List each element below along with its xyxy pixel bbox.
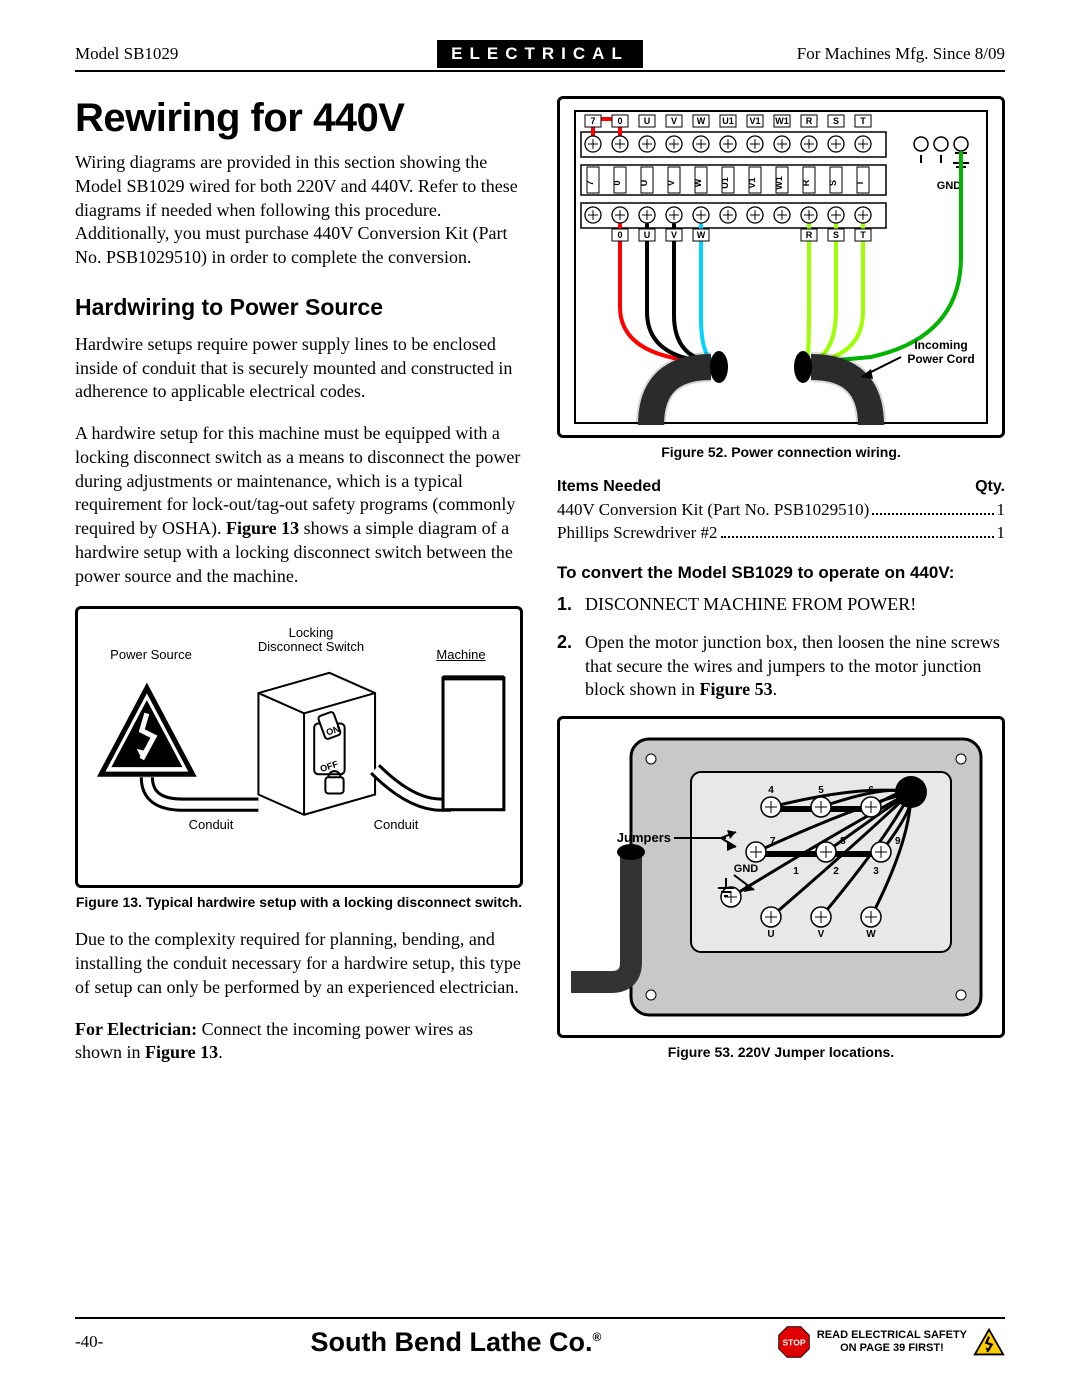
svg-text:T: T bbox=[860, 116, 866, 126]
stop-icon: STOP bbox=[777, 1325, 811, 1359]
svg-text:V1: V1 bbox=[747, 177, 757, 188]
items-qty-label: Qty. bbox=[975, 478, 1005, 496]
steps-list: 1. DISCONNECT MACHINE FROM POWER! 2. Ope… bbox=[557, 593, 1005, 702]
svg-text:U1: U1 bbox=[720, 177, 730, 189]
footer-warning: STOP READ ELECTRICAL SAFETY ON PAGE 39 F… bbox=[777, 1325, 1005, 1359]
hardwire-para-1: Hardwire setups require power supply lin… bbox=[75, 333, 523, 404]
svg-text:R: R bbox=[806, 116, 813, 126]
header-model: Model SB1029 bbox=[75, 44, 437, 64]
items-needed-list: 440V Conversion Kit (Part No. PSB1029510… bbox=[557, 498, 1005, 543]
svg-text:0: 0 bbox=[617, 116, 622, 126]
svg-text:V: V bbox=[671, 230, 677, 240]
header-date: For Machines Mfg. Since 8/09 bbox=[643, 44, 1005, 64]
fig13-label-machine: Machine bbox=[426, 647, 496, 662]
complexity-paragraph: Due to the complexity required for plann… bbox=[75, 928, 523, 999]
page-title: Rewiring for 440V bbox=[75, 96, 523, 141]
items-needed-header: Items Needed Qty. bbox=[557, 478, 1005, 496]
convert-heading: To convert the Model SB1029 to operate o… bbox=[557, 563, 1005, 583]
item-row: 440V Conversion Kit (Part No. PSB1029510… bbox=[557, 498, 1005, 520]
svg-text:S: S bbox=[828, 180, 838, 186]
svg-text:V: V bbox=[666, 180, 676, 186]
figure-52-caption: Figure 52. Power connection wiring. bbox=[557, 444, 1005, 460]
svg-text:U: U bbox=[767, 929, 774, 940]
hardwire-para-2: A hardwire setup for this machine must b… bbox=[75, 422, 523, 588]
svg-text:R: R bbox=[806, 230, 813, 240]
figure-53-caption: Figure 53. 220V Jumper locations. bbox=[557, 1044, 1005, 1060]
svg-text:7: 7 bbox=[770, 836, 776, 847]
page-footer: -40- South Bend Lathe Co.® STOP READ ELE… bbox=[75, 1317, 1005, 1359]
svg-text:6: 6 bbox=[868, 785, 874, 796]
svg-text:2: 2 bbox=[833, 866, 839, 877]
svg-text:V: V bbox=[818, 929, 825, 940]
figure-53-box: 4 5 6 7 8 9 1 2 3 U V W GND Jumpers bbox=[557, 716, 1005, 1038]
svg-text:U: U bbox=[644, 230, 651, 240]
svg-text:9: 9 bbox=[895, 836, 901, 847]
svg-text:R: R bbox=[801, 179, 811, 186]
svg-text:V1: V1 bbox=[749, 116, 760, 126]
figure-52-box: GND bbox=[557, 96, 1005, 438]
svg-text:W1: W1 bbox=[775, 116, 789, 126]
svg-text:W: W bbox=[866, 929, 876, 940]
figure-52-diagram: GND bbox=[568, 107, 994, 427]
page-number: -40- bbox=[75, 1332, 135, 1352]
safety-text: READ ELECTRICAL SAFETY ON PAGE 39 FIRST! bbox=[817, 1329, 967, 1355]
page-header: Model SB1029 ELECTRICAL For Machines Mfg… bbox=[75, 40, 1005, 72]
svg-text:W: W bbox=[693, 178, 703, 187]
svg-text:V: V bbox=[671, 116, 677, 126]
left-column: Rewiring for 440V Wiring diagrams are pr… bbox=[75, 96, 523, 1083]
svg-text:S: S bbox=[833, 116, 839, 126]
svg-text:Incoming: Incoming bbox=[914, 338, 967, 352]
figure-13-caption: Figure 13. Typical hardwire setup with a… bbox=[75, 894, 523, 910]
svg-text:W: W bbox=[697, 230, 706, 240]
hardwiring-heading: Hardwiring to Power Source bbox=[75, 294, 523, 321]
svg-text:U: U bbox=[644, 116, 651, 126]
svg-text:GND: GND bbox=[937, 180, 962, 192]
svg-text:7: 7 bbox=[590, 116, 595, 126]
svg-text:S: S bbox=[833, 230, 839, 240]
fig13-label-conduit-2: Conduit bbox=[361, 817, 431, 832]
svg-text:4: 4 bbox=[768, 785, 774, 796]
svg-text:GND: GND bbox=[734, 863, 759, 875]
svg-text:T: T bbox=[855, 180, 865, 186]
step-1: 1. DISCONNECT MACHINE FROM POWER! bbox=[557, 593, 1005, 617]
svg-text:Power Cord: Power Cord bbox=[907, 352, 974, 366]
svg-text:0: 0 bbox=[617, 230, 622, 240]
svg-text:W1: W1 bbox=[774, 176, 784, 190]
svg-text:U: U bbox=[639, 180, 649, 187]
svg-text:Jumpers: Jumpers bbox=[617, 830, 671, 845]
svg-text:STOP: STOP bbox=[782, 1337, 805, 1347]
item-row: Phillips Screwdriver #21 bbox=[557, 521, 1005, 543]
svg-text:3: 3 bbox=[873, 866, 879, 877]
svg-text:0: 0 bbox=[612, 180, 622, 185]
brand-name: South Bend Lathe Co.® bbox=[135, 1327, 777, 1358]
svg-text:W: W bbox=[697, 116, 706, 126]
electrician-paragraph: For Electrician: Connect the incoming po… bbox=[75, 1018, 523, 1066]
content-columns: Rewiring for 440V Wiring diagrams are pr… bbox=[75, 96, 1005, 1083]
figure-53-diagram: 4 5 6 7 8 9 1 2 3 U V W GND Jumpers bbox=[568, 727, 994, 1027]
step-2: 2. Open the motor junction box, then loo… bbox=[557, 631, 1005, 702]
svg-text:8: 8 bbox=[840, 836, 846, 847]
svg-text:5: 5 bbox=[818, 785, 824, 796]
warning-icon bbox=[973, 1327, 1005, 1357]
svg-text:7: 7 bbox=[585, 180, 595, 185]
intro-paragraph: Wiring diagrams are provided in this sec… bbox=[75, 151, 523, 270]
fig13-label-disconnect: Disconnect Switch bbox=[236, 639, 386, 654]
items-needed-label: Items Needed bbox=[557, 478, 661, 496]
fig13-label-locking: Locking bbox=[246, 625, 376, 640]
svg-text:T: T bbox=[860, 230, 866, 240]
header-section: ELECTRICAL bbox=[437, 40, 643, 68]
figure-13-box: ON OFF Power Source Locking Disconnect S… bbox=[75, 606, 523, 888]
fig13-label-conduit-1: Conduit bbox=[176, 817, 246, 832]
fig13-label-power-source: Power Source bbox=[106, 647, 196, 662]
svg-text:U1: U1 bbox=[722, 116, 734, 126]
svg-text:1: 1 bbox=[793, 866, 799, 877]
right-column: GND bbox=[557, 96, 1005, 1083]
